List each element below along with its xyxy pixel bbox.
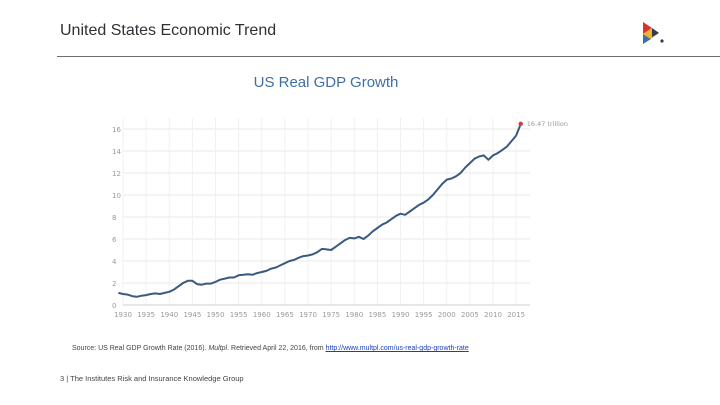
x-tick-label: 1945 (183, 311, 201, 319)
gdp-line-chart: 0 2 4 6 8 10 12 14 16 1930 1935 1940 1945 1950 1955 196… (112, 118, 568, 319)
y-tick-label: 12 (112, 170, 121, 178)
x-tick-label: 2005 (461, 311, 479, 319)
y-tick-label: 8 (112, 214, 116, 222)
x-tick-label: 2000 (438, 311, 456, 319)
series-endpoint-marker (518, 121, 523, 127)
x-tick-label: 1975 (322, 311, 340, 319)
source-citation: Source: US Real GDP Growth Rate (2016). … (72, 345, 469, 352)
chart-title: US Real GDP Growth (253, 74, 399, 91)
y-tick-label: 14 (112, 148, 121, 156)
x-tick-label: 1935 (137, 311, 155, 319)
gdp-series-line (118, 123, 522, 298)
x-tick-label: 1930 (114, 311, 132, 319)
x-tick-label: 1970 (299, 311, 317, 319)
source-link[interactable]: http://www.multpl.com/us-real-gdp-growth… (325, 345, 469, 352)
header-divider (57, 56, 720, 57)
x-tick-label: 2015 (507, 311, 525, 319)
y-tick-label: 6 (112, 236, 117, 244)
source-prefix: Source: US Real GDP Growth Rate (2016). (72, 345, 209, 352)
source-middle: . Retrieved April 22, 2016, from (227, 345, 326, 352)
x-tick-label: 1990 (392, 311, 410, 319)
page-title: United States Economic Trend (60, 22, 277, 39)
y-tick-label: 0 (112, 302, 116, 310)
source-title: Multpl (208, 345, 228, 352)
y-tick-label: 4 (112, 258, 117, 266)
x-tick-label: 1985 (368, 311, 386, 319)
series-endpoint-label: 16.47 trillion (527, 120, 568, 128)
x-tick-label: 2010 (484, 311, 502, 319)
x-tick-label: 1960 (253, 311, 271, 319)
footer-text: 3 | The Institutes Risk and Insurance Kn… (60, 374, 244, 383)
y-tick-label: 2 (112, 280, 116, 288)
institutes-logo-icon (643, 22, 664, 44)
y-tick-label: 10 (112, 192, 121, 200)
x-tick-label: 1980 (345, 311, 363, 319)
y-tick-label: 16 (112, 126, 121, 134)
x-tick-label: 1965 (276, 311, 294, 319)
x-tick-label: 1955 (230, 311, 248, 319)
x-tick-label: 1995 (415, 311, 433, 319)
x-tick-label: 1940 (160, 311, 178, 319)
x-tick-label: 1950 (207, 311, 225, 319)
